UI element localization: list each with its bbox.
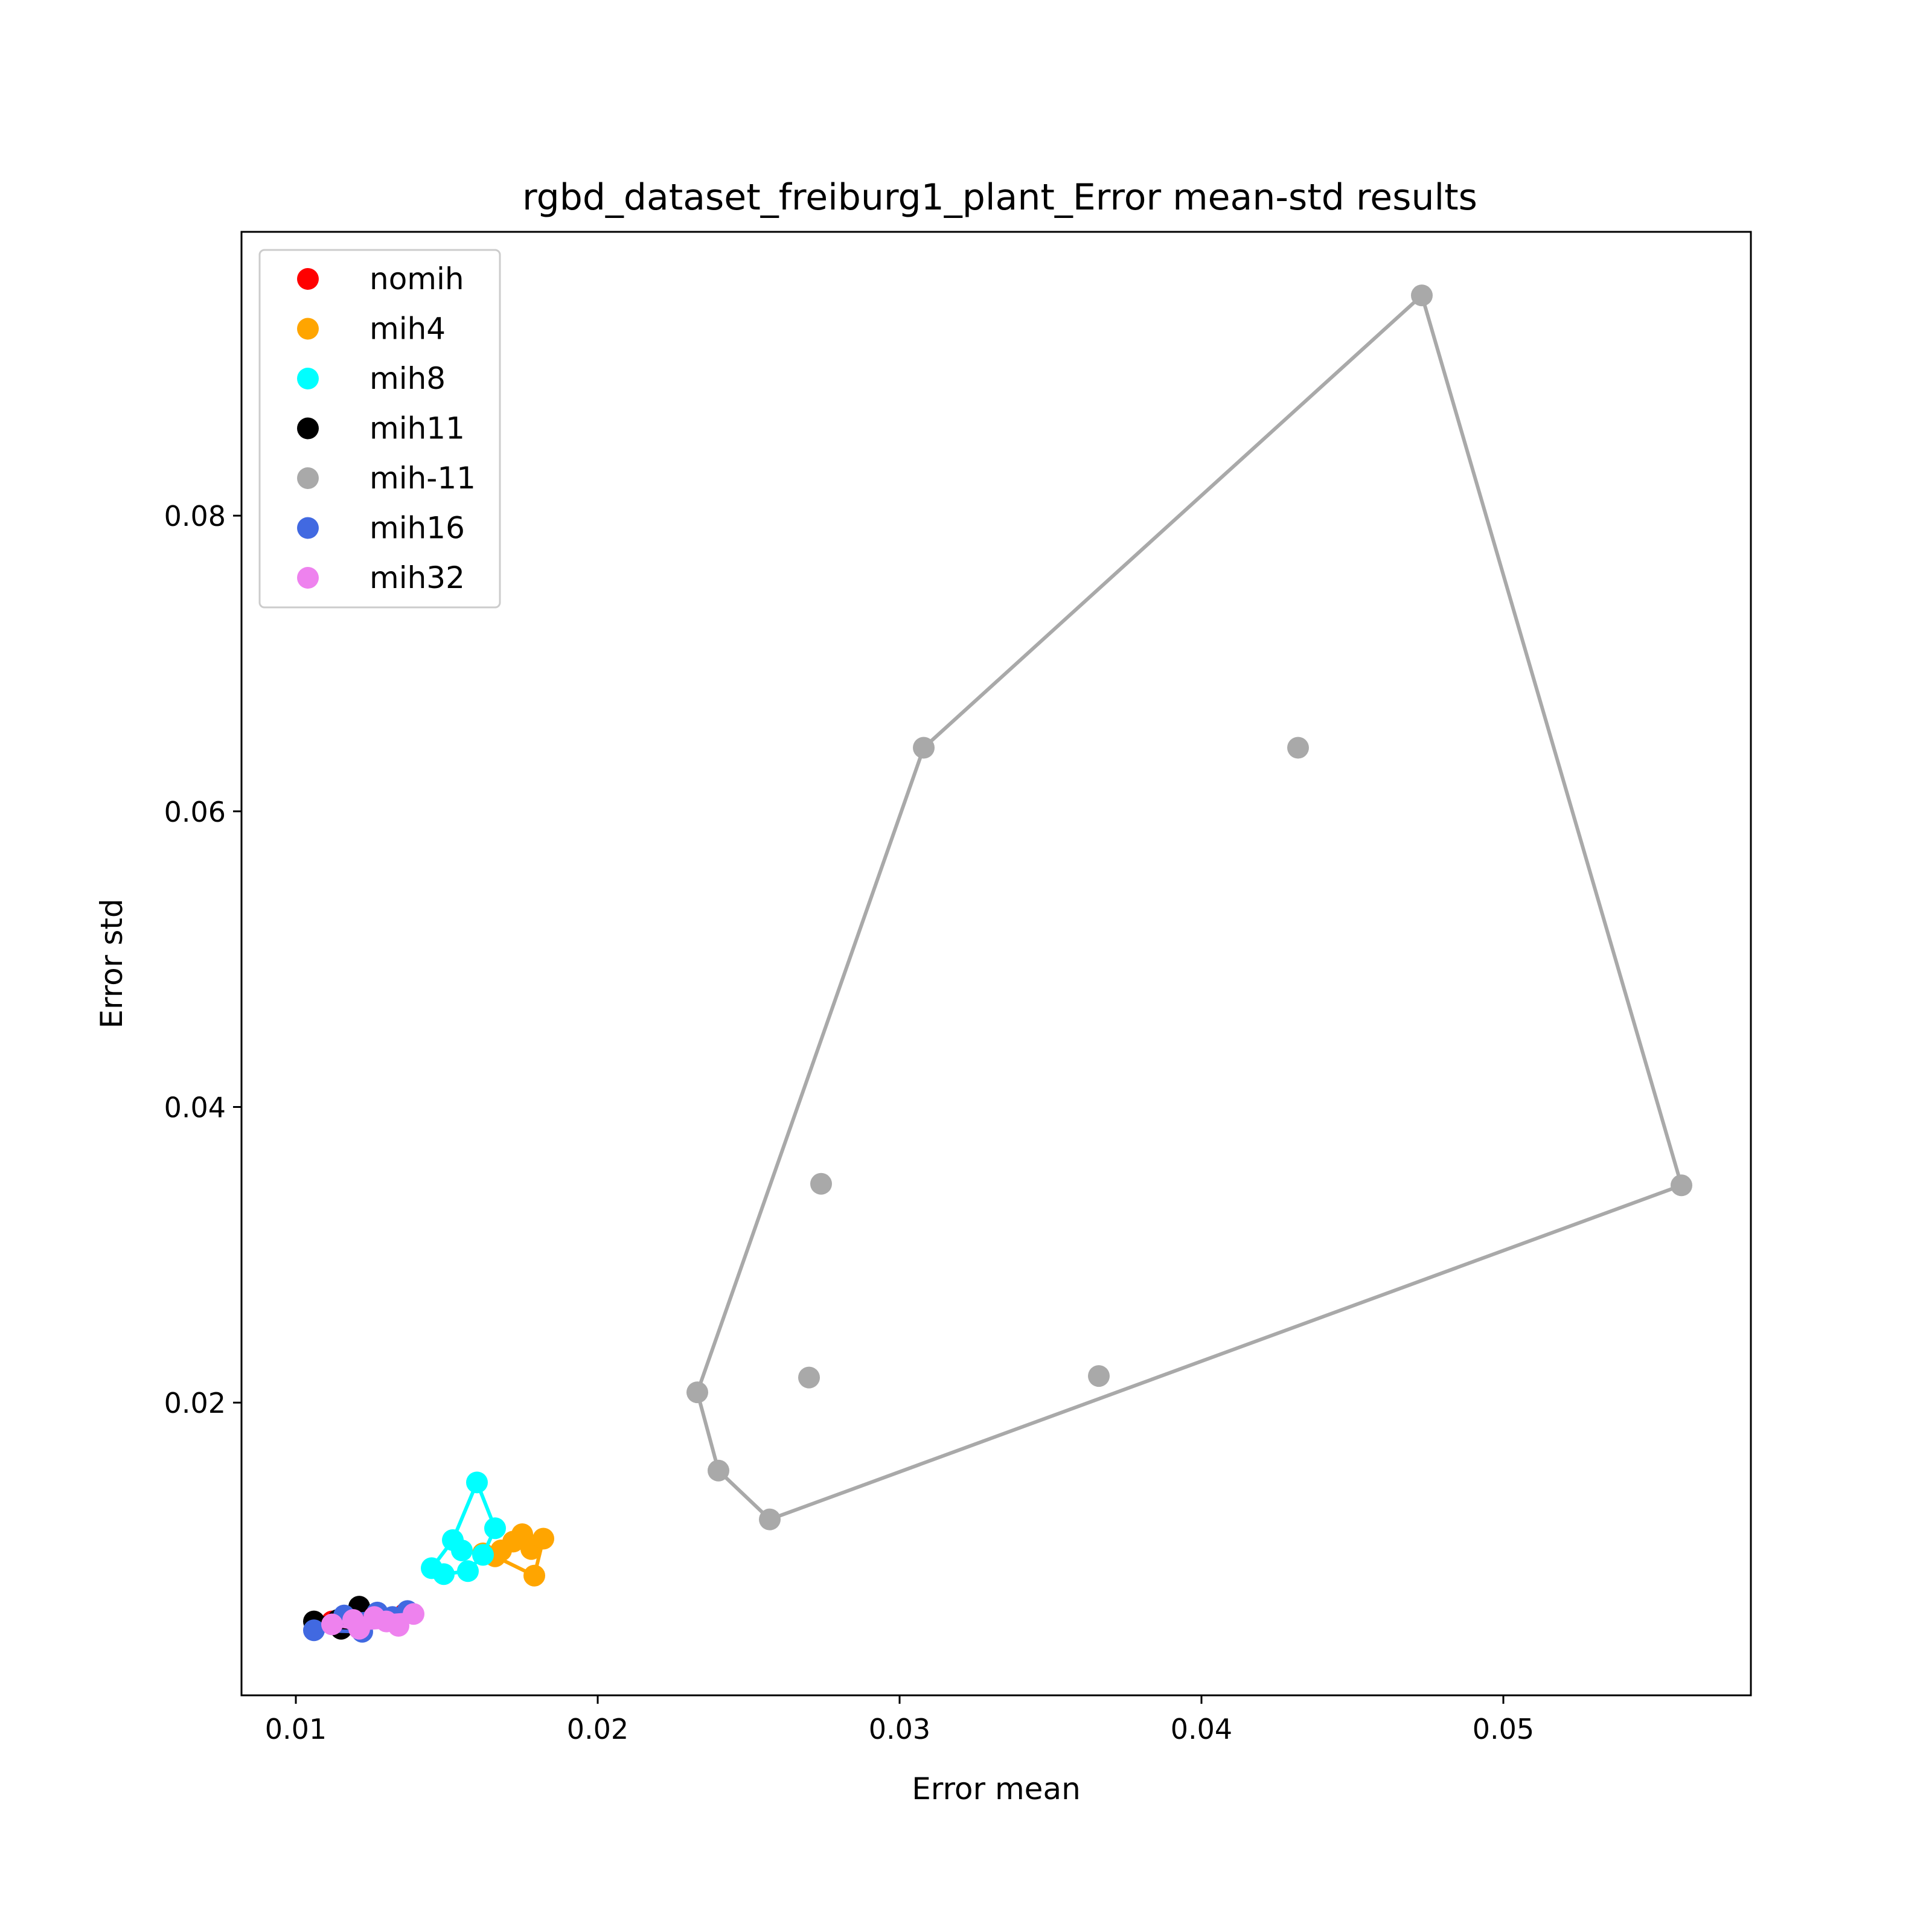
x-tick-label: 0.05 xyxy=(1473,1713,1534,1745)
legend: nomih mih4 mih8 mih11 mih-11 mih16 mih32 xyxy=(258,249,501,609)
data-point xyxy=(433,1563,455,1585)
data-point xyxy=(303,1619,325,1642)
legend-label: mih16 xyxy=(369,511,465,546)
chart-title: rgbd_dataset_freiburg1_plant_Error mean-… xyxy=(522,176,1477,219)
legend-frame xyxy=(258,249,501,609)
x-tick-label: 0.02 xyxy=(567,1713,629,1745)
data-point xyxy=(913,737,935,759)
y-axis: 0.02 0.04 0.06 0.08 xyxy=(164,500,242,1419)
data-point xyxy=(523,1564,545,1587)
data-point xyxy=(686,1381,708,1404)
data-point xyxy=(403,1603,424,1625)
data-point xyxy=(457,1560,479,1582)
legend-marker xyxy=(297,268,319,290)
x-tick-label: 0.01 xyxy=(265,1713,327,1745)
x-tick-label: 0.04 xyxy=(1171,1713,1232,1745)
data-point xyxy=(348,1617,370,1640)
x-axis-label: Error mean xyxy=(912,1771,1081,1806)
data-point xyxy=(708,1459,729,1482)
legend-label: mih11 xyxy=(369,411,465,446)
data-point xyxy=(759,1508,781,1531)
data-point xyxy=(533,1527,554,1550)
legend-marker xyxy=(297,467,319,489)
y-tick-label: 0.04 xyxy=(164,1092,226,1124)
legend-label: mih4 xyxy=(369,312,446,347)
data-point xyxy=(466,1471,488,1494)
plot-marks xyxy=(303,284,1692,1643)
data-point xyxy=(321,1613,343,1636)
data-point xyxy=(484,1517,506,1540)
legend-marker xyxy=(297,417,319,440)
legend-label: nomih xyxy=(369,261,464,296)
y-tick-label: 0.02 xyxy=(164,1387,226,1419)
data-point xyxy=(388,1614,409,1637)
legend-marker xyxy=(297,567,319,589)
data-point xyxy=(1088,1365,1110,1387)
legend-marker xyxy=(297,517,319,539)
data-point xyxy=(472,1544,494,1566)
y-tick-label: 0.08 xyxy=(164,500,226,533)
x-axis: 0.01 0.02 0.03 0.04 0.05 xyxy=(265,1695,1534,1745)
data-point xyxy=(798,1366,820,1389)
legend-label: mih32 xyxy=(369,560,465,595)
series-mih-11 xyxy=(686,284,1692,1531)
y-axis-label: Error std xyxy=(94,898,129,1028)
data-point xyxy=(451,1540,473,1561)
series-mih32 xyxy=(321,1603,424,1640)
legend-label: mih-11 xyxy=(369,461,476,496)
plot-frame xyxy=(240,231,1752,1697)
data-point xyxy=(1287,737,1309,759)
data-point xyxy=(1411,284,1433,307)
data-point xyxy=(1671,1174,1692,1197)
legend-label: mih8 xyxy=(369,361,446,396)
series-mih4 xyxy=(472,1523,554,1587)
x-tick-label: 0.03 xyxy=(869,1713,930,1745)
series-mih8 xyxy=(421,1471,506,1585)
y-tick-label: 0.06 xyxy=(164,796,226,828)
legend-marker xyxy=(297,368,319,389)
data-point xyxy=(810,1172,832,1195)
legend-marker xyxy=(297,318,319,340)
